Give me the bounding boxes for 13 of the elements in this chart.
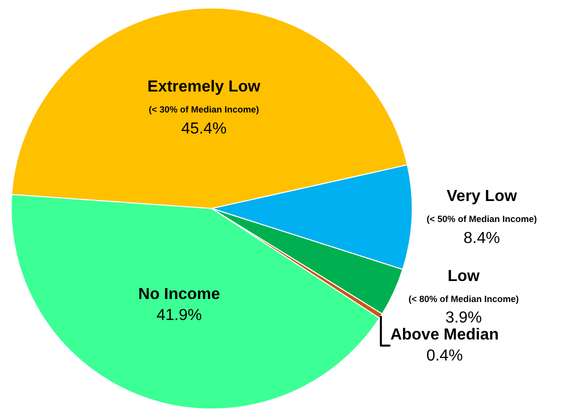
slice-label: Above Median <box>390 326 499 344</box>
slice-label: Extremely Low <box>147 78 261 96</box>
text: (< 50% of Median Income) <box>426 214 537 224</box>
data-label: 8.4% <box>464 230 500 247</box>
slice-label: Very Low <box>446 188 518 206</box>
text: (< 30% of Median Income) <box>148 104 260 115</box>
slice-label: No Income <box>138 286 220 304</box>
data-label: 45.4% <box>181 120 227 138</box>
data-label: 3.9% <box>445 310 482 327</box>
text: (< 80% of Median Income) <box>408 294 519 304</box>
data-label: 41.9% <box>156 306 202 324</box>
data-label: 0.4% <box>426 348 463 364</box>
slice-label: Low <box>448 268 480 286</box>
